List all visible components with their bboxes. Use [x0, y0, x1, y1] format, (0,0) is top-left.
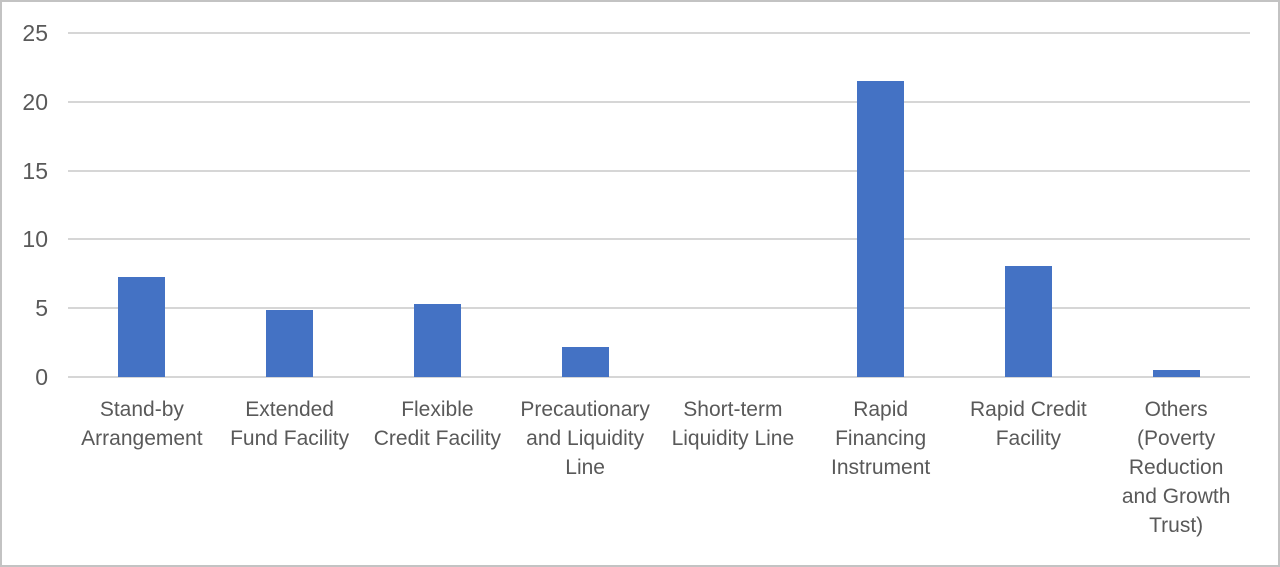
gridline-y-25 [68, 32, 1250, 34]
bar-4 [561, 346, 609, 377]
gridline-y-5 [68, 307, 1250, 310]
bar-1 [118, 276, 166, 377]
y-axis-tick-label: 25 [22, 20, 48, 46]
y-axis-tick-label: 20 [22, 88, 48, 115]
y-axis-tick-label: 5 [35, 295, 48, 322]
x-axis-category-label: Rapid Financing Instrument [831, 398, 931, 479]
plot-area [68, 32, 1250, 378]
bar-8 [1152, 370, 1200, 377]
y-axis-tick-label: 0 [35, 364, 48, 390]
bar-6 [857, 81, 905, 377]
bar-7 [1004, 265, 1052, 377]
gridline-y-20 [68, 100, 1250, 103]
x-axis-category-label: Precautionary and Liquidity Line [520, 398, 650, 479]
x-axis-category-label: Short-term Liquidity Line [671, 398, 795, 450]
x-axis-category-label: Others (Poverty Reduction and Growth Tru… [1121, 398, 1231, 537]
y-axis-tick-label: 10 [22, 226, 48, 253]
gridline-y-10 [68, 238, 1250, 241]
x-axis-category-label: Stand-by Arrangement [81, 398, 203, 450]
bar-3 [413, 304, 461, 377]
x-axis-category-label: Flexible Credit Facility [373, 398, 501, 450]
bar-2 [266, 309, 314, 377]
x-axis-category-label: Extended Fund Facility [230, 398, 350, 450]
x-axis-category-label: Rapid Credit Facility [970, 398, 1087, 450]
y-axis-tick-label: 15 [22, 157, 48, 184]
gridline-y-0 [68, 376, 1250, 378]
gridline-y-15 [68, 169, 1250, 172]
